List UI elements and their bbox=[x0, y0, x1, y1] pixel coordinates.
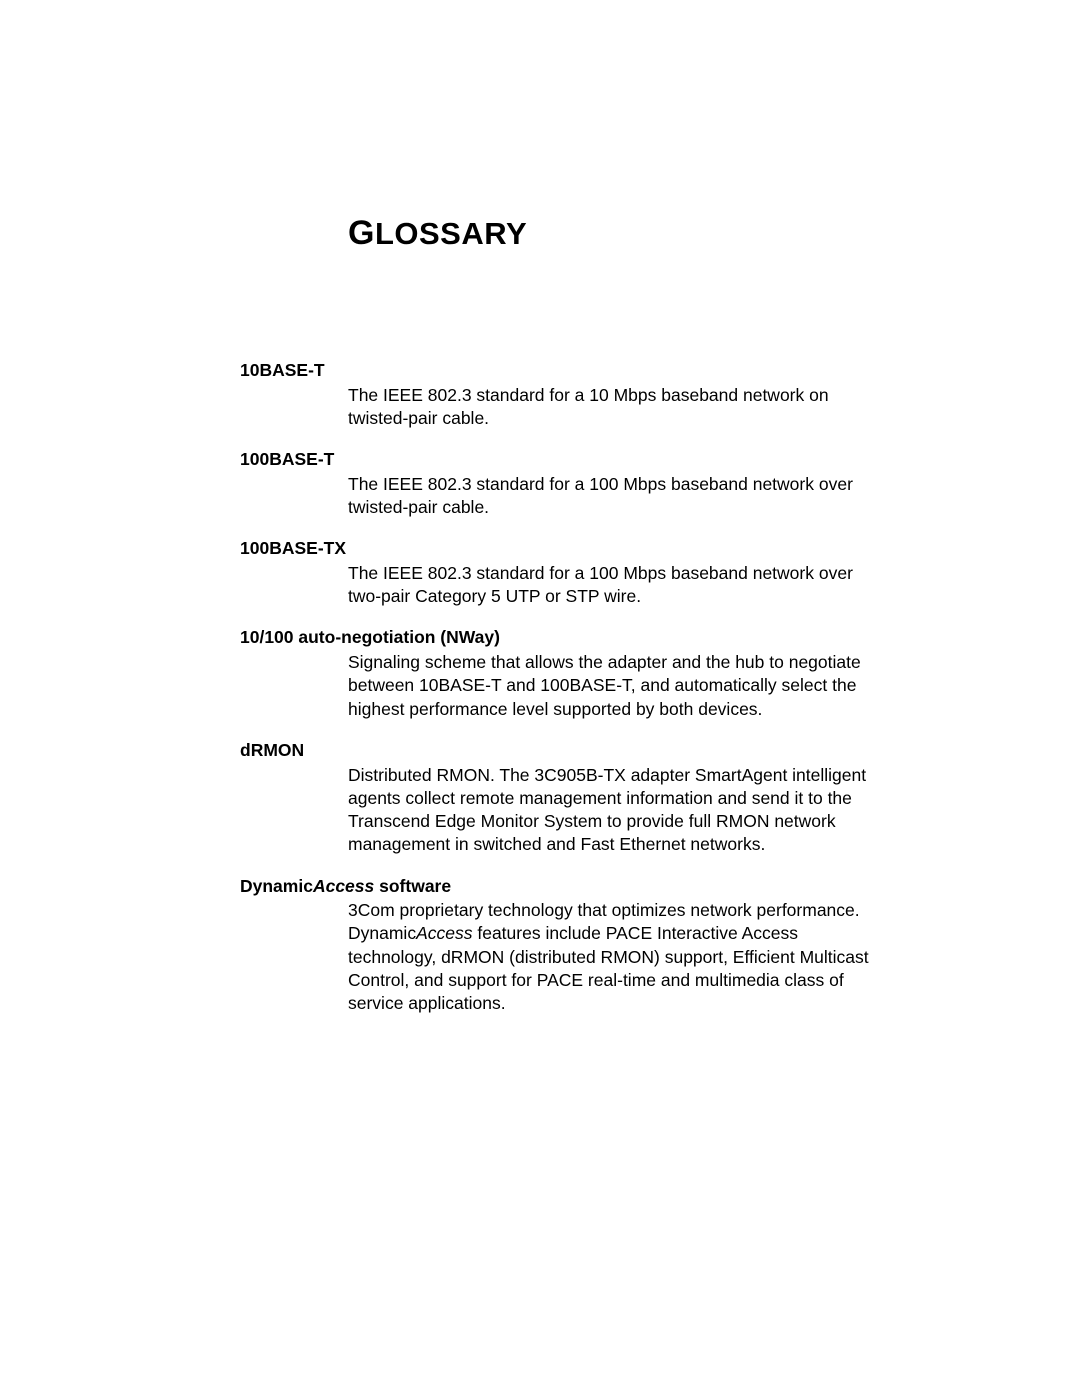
title-rest: LOSSARY bbox=[375, 216, 527, 251]
glossary-definition: 3Com proprietary technology that optimiz… bbox=[348, 899, 880, 1015]
glossary-entry: 10BASE-TThe IEEE 802.3 standard for a 10… bbox=[240, 359, 880, 430]
glossary-definition: The IEEE 802.3 standard for a 100 Mbps b… bbox=[348, 473, 880, 520]
glossary-entry: DynamicAccess software3Com proprietary t… bbox=[240, 875, 880, 1016]
page-title: GLOSSARY bbox=[348, 214, 880, 253]
glossary-term: 100BASE-T bbox=[240, 448, 880, 472]
glossary-entries: 10BASE-TThe IEEE 802.3 standard for a 10… bbox=[240, 359, 880, 1016]
glossary-page: GLOSSARY 10BASE-TThe IEEE 802.3 standard… bbox=[240, 214, 880, 1034]
glossary-term: 10/100 auto-negotiation (NWay) bbox=[240, 626, 880, 650]
glossary-definition: Distributed RMON. The 3C905B-TX adapter … bbox=[348, 764, 880, 857]
glossary-definition: The IEEE 802.3 standard for a 100 Mbps b… bbox=[348, 562, 880, 609]
glossary-definition: The IEEE 802.3 standard for a 10 Mbps ba… bbox=[348, 384, 880, 431]
glossary-entry: dRMONDistributed RMON. The 3C905B-TX ada… bbox=[240, 739, 880, 857]
glossary-term: DynamicAccess software bbox=[240, 875, 880, 899]
glossary-entry: 100BASE-TXThe IEEE 802.3 standard for a … bbox=[240, 537, 880, 608]
glossary-term: 10BASE-T bbox=[240, 359, 880, 383]
glossary-term: 100BASE-TX bbox=[240, 537, 880, 561]
title-first-letter: G bbox=[348, 214, 375, 252]
glossary-entry: 100BASE-TThe IEEE 802.3 standard for a 1… bbox=[240, 448, 880, 519]
glossary-entry: 10/100 auto-negotiation (NWay)Signaling … bbox=[240, 626, 880, 720]
glossary-term: dRMON bbox=[240, 739, 880, 763]
glossary-definition: Signaling scheme that allows the adapter… bbox=[348, 651, 880, 721]
